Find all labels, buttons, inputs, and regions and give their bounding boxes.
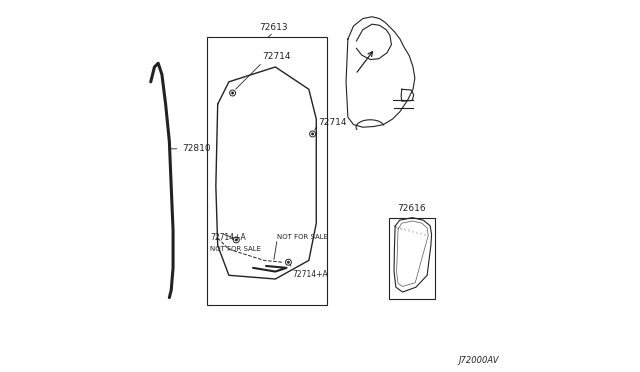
Text: NOT FOR SALE: NOT FOR SALE	[211, 246, 261, 251]
Bar	[389, 218, 435, 299]
Text: 72714+A: 72714+A	[211, 232, 246, 241]
Text: J72000AV: J72000AV	[458, 356, 499, 365]
Text: 72616: 72616	[397, 204, 426, 213]
Circle shape	[312, 133, 314, 135]
Text: 72714: 72714	[318, 118, 347, 127]
Circle shape	[236, 239, 237, 241]
Text: 72613: 72613	[259, 23, 288, 32]
Text: 72714+A: 72714+A	[292, 270, 328, 279]
Circle shape	[287, 262, 289, 263]
Text: 72810: 72810	[168, 144, 211, 153]
Bar	[207, 37, 328, 305]
Text: 72714: 72714	[262, 52, 291, 61]
Circle shape	[232, 92, 234, 94]
Text: NOT FOR SALE: NOT FOR SALE	[277, 234, 328, 240]
